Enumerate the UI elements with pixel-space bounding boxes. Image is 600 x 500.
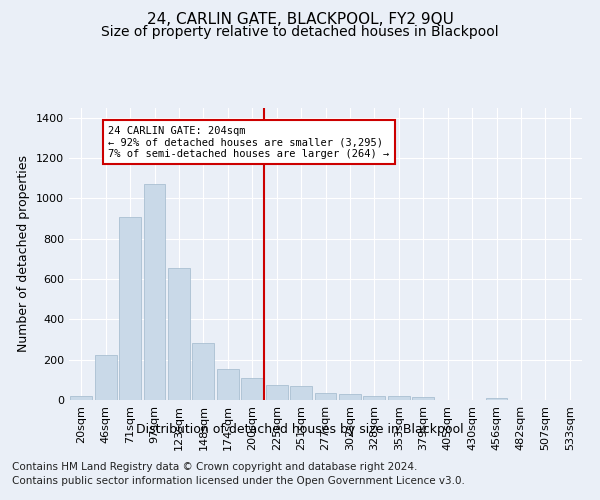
Text: Distribution of detached houses by size in Blackpool: Distribution of detached houses by size …	[136, 422, 464, 436]
Bar	[412, 397, 434, 400]
Bar	[266, 385, 287, 400]
Bar	[119, 218, 141, 400]
Bar	[290, 386, 312, 400]
Bar	[364, 396, 385, 400]
Text: 24, CARLIN GATE, BLACKPOOL, FY2 9QU: 24, CARLIN GATE, BLACKPOOL, FY2 9QU	[146, 12, 454, 28]
Bar	[388, 396, 410, 400]
Bar	[241, 378, 263, 400]
Text: Contains public sector information licensed under the Open Government Licence v3: Contains public sector information licen…	[12, 476, 465, 486]
Bar	[193, 342, 214, 400]
Bar	[485, 398, 508, 400]
Bar	[143, 184, 166, 400]
Text: 24 CARLIN GATE: 204sqm
← 92% of detached houses are smaller (3,295)
7% of semi-d: 24 CARLIN GATE: 204sqm ← 92% of detached…	[108, 126, 389, 159]
Bar	[70, 396, 92, 400]
Bar	[95, 354, 116, 400]
Bar	[339, 394, 361, 400]
Y-axis label: Number of detached properties: Number of detached properties	[17, 155, 31, 352]
Text: Size of property relative to detached houses in Blackpool: Size of property relative to detached ho…	[101, 25, 499, 39]
Text: Contains HM Land Registry data © Crown copyright and database right 2024.: Contains HM Land Registry data © Crown c…	[12, 462, 418, 472]
Bar	[314, 393, 337, 400]
Bar	[168, 268, 190, 400]
Bar	[217, 368, 239, 400]
